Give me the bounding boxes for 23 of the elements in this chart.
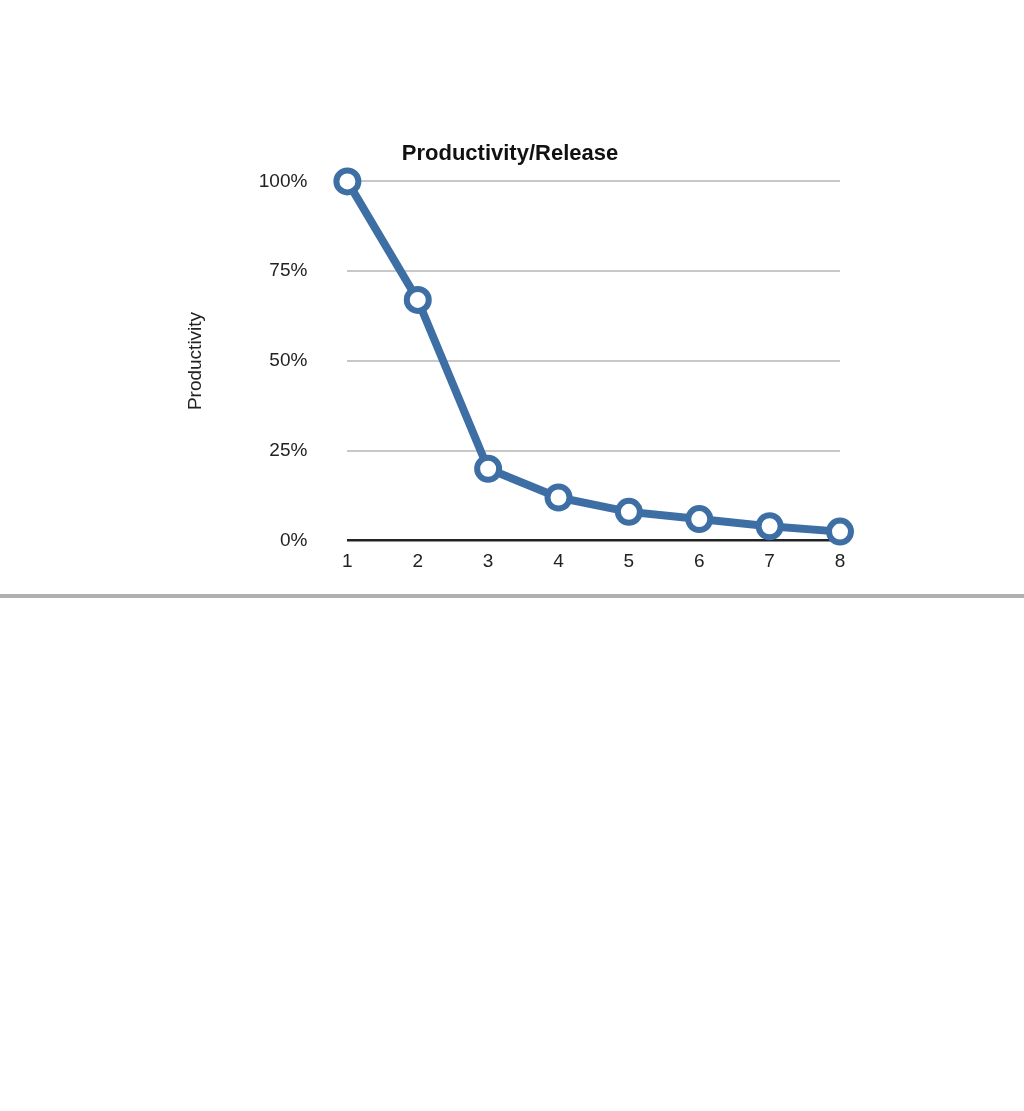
- point: [333, 167, 362, 196]
- x-tick-label: 7: [764, 550, 775, 572]
- y-tick-label: 50%: [269, 349, 308, 371]
- y-tick-label: 75%: [269, 259, 308, 281]
- point: [614, 497, 643, 526]
- point: [826, 517, 854, 546]
- point: [544, 483, 573, 512]
- point: [755, 512, 784, 541]
- x-tick-label: 1: [342, 550, 353, 572]
- x-tick-label: 4: [553, 550, 565, 572]
- chart-title: Productivity/Release: [401, 140, 619, 166]
- point: [403, 285, 432, 314]
- y-tick-label: 100%: [258, 169, 308, 191]
- y-axis-title: Productivity: [183, 311, 205, 411]
- point: [685, 505, 714, 534]
- y-tick-label: 25%: [269, 439, 308, 461]
- x-tick-label: 6: [693, 550, 705, 572]
- point: [474, 454, 503, 483]
- x-tick-label: 3: [482, 550, 494, 572]
- x-tick-label: 2: [412, 550, 424, 572]
- x-tick-label: 8: [834, 550, 846, 572]
- x-tick-label: 5: [623, 550, 635, 572]
- y-tick-label: 0%: [279, 528, 308, 550]
